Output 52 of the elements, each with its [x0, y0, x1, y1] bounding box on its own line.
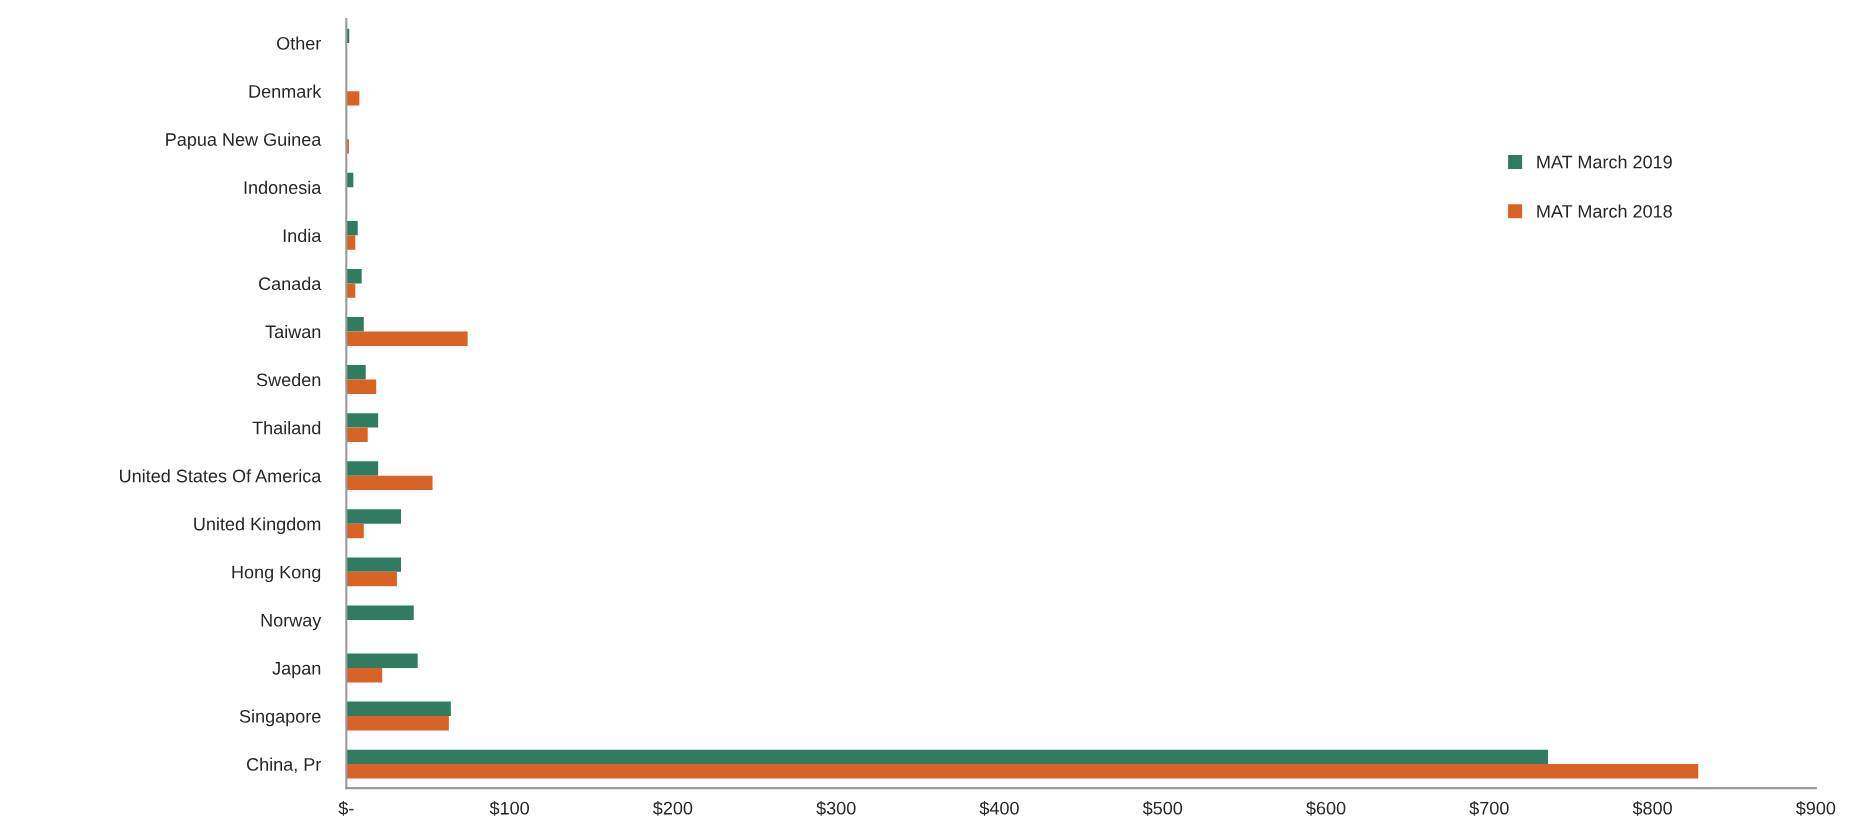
bar — [346, 317, 364, 332]
y-tick-label: Taiwan — [265, 324, 321, 339]
y-tick-label: Denmark — [249, 84, 322, 98]
bar — [346, 413, 379, 428]
bar — [346, 523, 364, 539]
bar — [346, 557, 402, 572]
legend-label: MAT March 2019 — [1537, 155, 1672, 169]
bar — [346, 91, 360, 106]
x-tick-label: $900 — [1795, 801, 1836, 816]
y-tick-label: Singapore — [239, 709, 321, 727]
y-tick-label: Canada — [258, 276, 322, 291]
bar — [346, 220, 358, 236]
bar — [346, 764, 1699, 779]
x-tick-label: $700 — [1469, 801, 1509, 816]
y-tick-label: United States Of America — [120, 469, 322, 483]
x-tick-label: $100 — [489, 801, 529, 816]
bar — [346, 509, 402, 524]
bar — [346, 667, 383, 683]
bar — [346, 571, 397, 587]
x-tick-label: $300 — [816, 801, 856, 816]
legend-label: MAT March 2018 — [1537, 204, 1672, 218]
y-tick-label: Hong Kong — [232, 565, 321, 583]
bar — [346, 605, 414, 620]
bar — [346, 235, 356, 250]
x-tick-label: $800 — [1632, 801, 1672, 816]
bar — [346, 331, 468, 346]
bar — [346, 427, 368, 443]
x-tick-label: $- — [338, 801, 354, 816]
bar — [346, 716, 449, 731]
y-tick-label: Other — [277, 36, 322, 50]
y-tick-label: China, Pr — [246, 757, 322, 773]
y-tick-label: Japan — [272, 662, 321, 679]
bar — [346, 475, 433, 491]
bar — [346, 749, 1549, 765]
bar — [346, 365, 366, 380]
y-tick-label: India — [283, 228, 322, 243]
x-tick-label: $600 — [1306, 801, 1346, 816]
x-tick-label: $200 — [652, 801, 693, 816]
y-tick-label: United Kingdom — [194, 517, 321, 535]
bar — [346, 268, 362, 284]
x-tick-label: $400 — [979, 801, 1019, 816]
y-tick-label: Sweden — [256, 373, 321, 387]
x-tick-label: $500 — [1142, 801, 1183, 816]
y-tick-label: Norway — [261, 614, 322, 631]
y-tick-label: Papua New Guinea — [166, 132, 322, 150]
bar — [346, 379, 377, 394]
bar — [346, 701, 451, 717]
bar — [346, 283, 356, 298]
y-tick-label: Indonesia — [244, 180, 322, 194]
y-tick-label: Thailand — [252, 421, 321, 435]
bar — [346, 461, 379, 476]
bar — [346, 653, 418, 668]
